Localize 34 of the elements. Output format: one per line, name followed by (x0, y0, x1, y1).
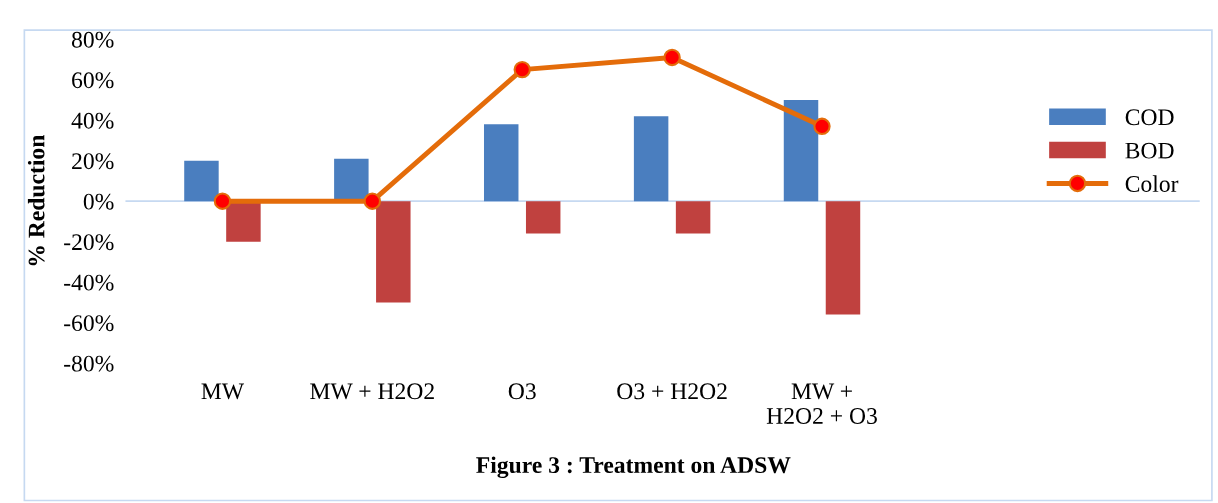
legend-label: Color (1125, 175, 1179, 192)
y-tick-label: -20% (64, 234, 114, 251)
y-tick-label: -60% (64, 315, 114, 332)
x-tick-label: O3 + H2O2 (617, 383, 727, 400)
x-tick-label: MW (201, 383, 245, 400)
y-tick-label: 40% (71, 112, 114, 129)
y-tick-label: 80% (71, 31, 114, 48)
y-tick-label: 0% (83, 193, 114, 210)
x-tick-label: MW + H2O2 + O3 (766, 383, 877, 424)
bar (825, 201, 861, 315)
point (213, 192, 232, 210)
point (363, 192, 382, 210)
y-tick-label: 20% (72, 153, 114, 170)
legend-label: COD (1125, 109, 1174, 126)
y-tick-label: -80% (64, 355, 114, 372)
bar (334, 158, 369, 202)
y-axis-title: % Reduction (27, 134, 45, 266)
bar (525, 201, 561, 234)
legend-label: BOD (1125, 142, 1174, 159)
y-tick-label: 60% (72, 72, 114, 89)
bar (484, 124, 519, 202)
point (663, 48, 681, 67)
x-tick-label: MW + H2O2 (310, 383, 434, 400)
bar (184, 160, 219, 202)
bar (783, 99, 819, 202)
text: Figure 3 : Treatment on ADSW (476, 456, 791, 479)
bar (376, 201, 411, 303)
bar (633, 116, 669, 202)
bar (226, 201, 261, 242)
y-tick-label: -40% (64, 274, 114, 291)
x-tick-label: O3 (508, 383, 536, 400)
point (513, 60, 531, 79)
point (813, 117, 831, 135)
bar (675, 201, 711, 234)
